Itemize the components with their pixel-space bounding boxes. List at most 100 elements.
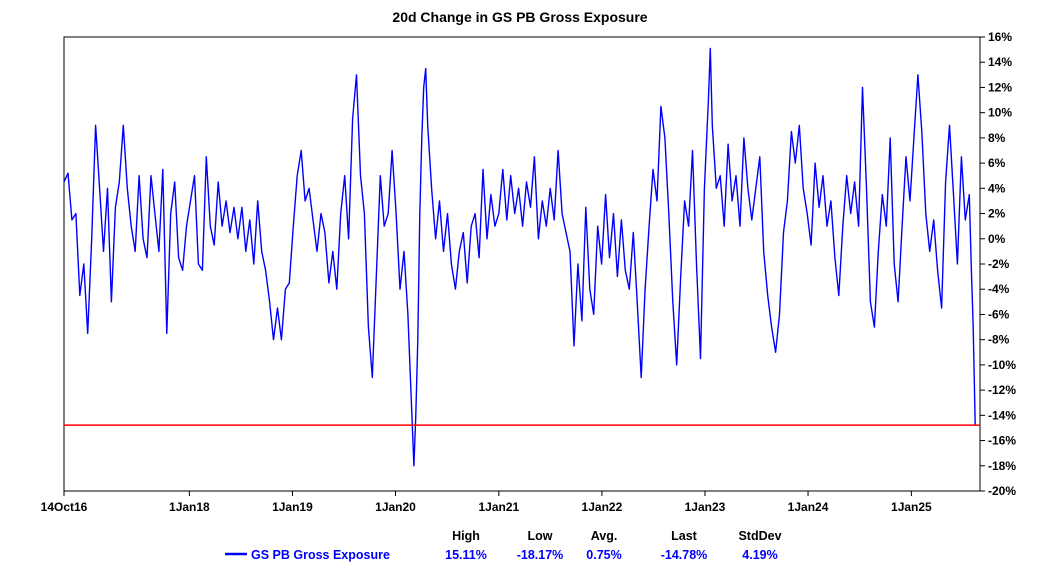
data-point (898, 301, 899, 302)
data-point (309, 188, 310, 189)
data-point (170, 213, 171, 214)
data-point (423, 87, 424, 88)
chart-title: 20d Change in GS PB Gross Exposure (392, 9, 647, 25)
data-point (119, 181, 120, 182)
y-axis: 16% 14% 12% 10% 8% 6% 4% 2% 0% -2% -4% -6% -8% -10% -1… (980, 30, 1016, 498)
data-point (767, 295, 768, 296)
data-point (257, 200, 258, 201)
y-tick-label: -16% (988, 434, 1016, 448)
data-point (392, 150, 393, 151)
data-point (534, 156, 535, 157)
y-tick-label: 0% (988, 232, 1006, 246)
data-point (890, 137, 891, 138)
data-point (127, 188, 128, 189)
data-point (206, 156, 207, 157)
data-point (312, 219, 313, 220)
x-tick-label: 1Jan19 (272, 500, 313, 514)
data-point (668, 213, 669, 214)
data-point (913, 137, 914, 138)
data-point (439, 200, 440, 201)
data-point (83, 263, 84, 264)
data-point (356, 74, 357, 75)
data-point (902, 226, 903, 227)
x-tick-label: 1Jan20 (375, 500, 416, 514)
data-point (759, 156, 760, 157)
data-point (775, 352, 776, 353)
data-point (107, 188, 108, 189)
data-point (842, 226, 843, 227)
data-point (427, 125, 428, 126)
data-point (431, 188, 432, 189)
data-point (696, 263, 697, 264)
data-point (273, 339, 274, 340)
data-point (419, 213, 420, 214)
data-point (289, 282, 290, 283)
data-point (463, 232, 464, 233)
plot-area (63, 36, 981, 492)
data-point (459, 251, 460, 252)
data-point (530, 207, 531, 208)
data-point (613, 213, 614, 214)
data-point (471, 226, 472, 227)
data-point (253, 263, 254, 264)
data-point (909, 200, 910, 201)
data-point (336, 289, 337, 290)
legend-series-label: GS PB Gross Exposure (251, 548, 390, 562)
data-point (261, 251, 262, 252)
data-point (421, 137, 422, 138)
data-point (649, 226, 650, 227)
y-tick-label: 10% (988, 106, 1012, 120)
data-point (925, 213, 926, 214)
data-point (700, 358, 701, 359)
data-point (652, 169, 653, 170)
data-point (735, 175, 736, 176)
data-point (569, 251, 570, 252)
data-point (320, 213, 321, 214)
data-point (210, 226, 211, 227)
data-point (795, 163, 796, 164)
data-point (372, 377, 373, 378)
data-point (732, 200, 733, 201)
x-tick-label: 1Jan22 (582, 500, 623, 514)
data-point (728, 144, 729, 145)
data-point (411, 415, 412, 416)
data-point (783, 232, 784, 233)
data-point (617, 276, 618, 277)
data-point (971, 263, 972, 264)
data-point (305, 200, 306, 201)
data-point (921, 131, 922, 132)
data-point (233, 207, 234, 208)
data-point (550, 188, 551, 189)
data-point (494, 226, 495, 227)
data-point (186, 226, 187, 227)
data-point (518, 188, 519, 189)
data-point (479, 257, 480, 258)
data-point (364, 213, 365, 214)
data-point (558, 150, 559, 151)
data-point (63, 181, 64, 182)
data-point (111, 301, 112, 302)
data-point (949, 125, 950, 126)
data-point (854, 181, 855, 182)
data-point (945, 181, 946, 182)
legend-stat-value: -18.17% (517, 548, 564, 562)
data-point (664, 137, 665, 138)
data-point (67, 173, 68, 174)
data-point (965, 219, 966, 220)
data-point (384, 226, 385, 227)
data-point (174, 181, 175, 182)
data-point (218, 181, 219, 182)
y-tick-label: -6% (988, 307, 1010, 321)
data-point (830, 200, 831, 201)
data-point (937, 270, 938, 271)
data-point (368, 327, 369, 328)
data-point (486, 238, 487, 239)
data-point (388, 213, 389, 214)
data-point (502, 169, 503, 170)
y-tick-label: -20% (988, 484, 1016, 498)
data-point (150, 175, 151, 176)
data-point (704, 188, 705, 189)
data-point (716, 188, 717, 189)
data-point (593, 314, 594, 315)
legend: High Low Avg. Last StdDev GS PB Gross Exposur… (225, 529, 782, 562)
